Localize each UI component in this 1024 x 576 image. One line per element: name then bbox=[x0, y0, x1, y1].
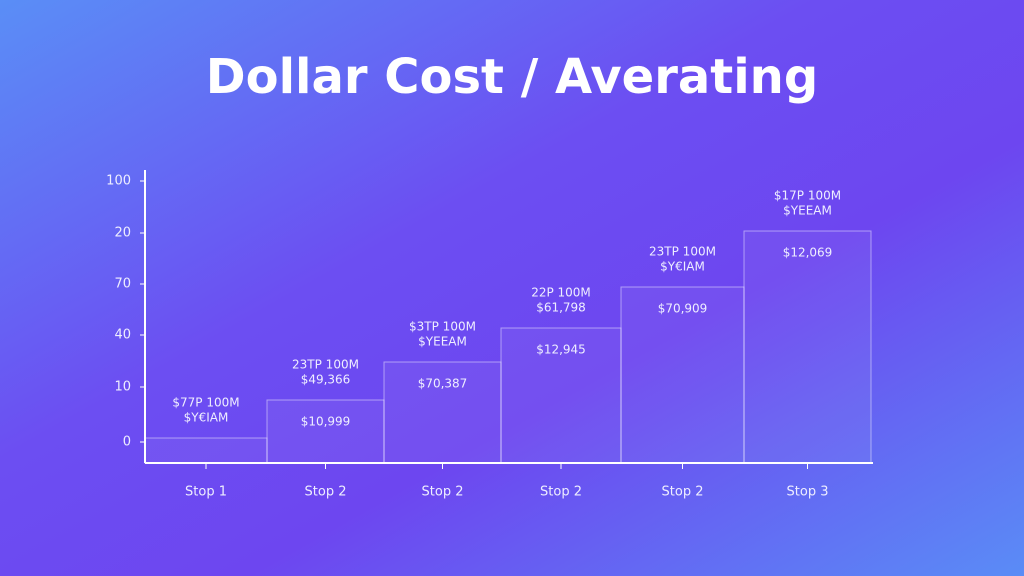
step-bar bbox=[383, 361, 502, 464]
y-axis-label: 100 bbox=[106, 174, 131, 189]
step-bar bbox=[144, 437, 268, 464]
step-value: $70,387 bbox=[418, 377, 468, 391]
step-top-text: 23TP 100M bbox=[649, 245, 716, 259]
title: Dollar Cost / Averating bbox=[206, 49, 818, 105]
step-top-text: 22P 100M bbox=[531, 286, 591, 300]
step-top-text: $Y€IAM bbox=[184, 411, 229, 425]
step-top-text: $3TP 100M bbox=[409, 320, 476, 334]
y-axis-label: 10 bbox=[114, 380, 131, 395]
step-label: Stop 3 bbox=[787, 485, 829, 500]
step-value: $70,909 bbox=[658, 302, 708, 316]
step-top-text: $77P 100M bbox=[172, 396, 239, 410]
step-bar bbox=[500, 327, 622, 464]
y-axis-label: 40 bbox=[114, 328, 131, 343]
step-label: Stop 2 bbox=[422, 485, 464, 500]
step-label: Stop 2 bbox=[662, 485, 704, 500]
step-top-text: $61,798 bbox=[536, 301, 586, 315]
step-bar bbox=[620, 286, 745, 464]
step-top-text: $49,366 bbox=[301, 373, 351, 387]
step-top-text: $YEEAM bbox=[783, 204, 832, 218]
step-value: $10,999 bbox=[301, 415, 351, 429]
step-label: Stop 2 bbox=[305, 485, 347, 500]
step-value: $12,945 bbox=[536, 343, 586, 357]
step-label: Stop 1 bbox=[185, 485, 227, 500]
step-value: $12,069 bbox=[783, 246, 833, 260]
step-label: Stop 2 bbox=[540, 485, 582, 500]
y-axis-label: 20 bbox=[114, 226, 131, 241]
step-top-text: 23TP 100M bbox=[292, 358, 359, 372]
step-bar bbox=[743, 230, 872, 464]
step-top-text: $YEEAM bbox=[418, 335, 467, 349]
step-top-text: $Y€IAM bbox=[660, 260, 705, 274]
y-axis-label: 0 bbox=[123, 435, 131, 450]
y-axis-label: 70 bbox=[114, 277, 131, 292]
step-bar bbox=[266, 399, 385, 464]
step-top-text: $17P 100M bbox=[774, 189, 841, 203]
